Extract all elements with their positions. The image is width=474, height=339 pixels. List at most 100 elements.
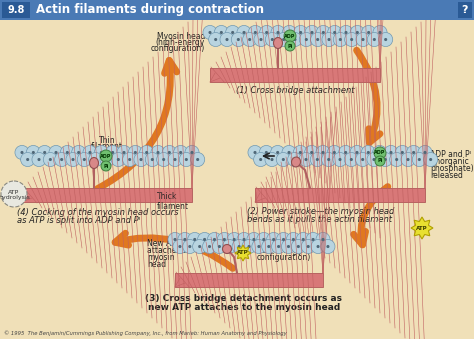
- Circle shape: [271, 158, 273, 161]
- Circle shape: [305, 38, 308, 41]
- FancyBboxPatch shape: [255, 154, 425, 158]
- Circle shape: [89, 153, 103, 166]
- Circle shape: [282, 145, 296, 160]
- Circle shape: [316, 233, 330, 246]
- Polygon shape: [235, 245, 251, 261]
- Text: configuration): configuration): [151, 44, 205, 53]
- Circle shape: [282, 239, 295, 254]
- Circle shape: [198, 245, 201, 248]
- Circle shape: [146, 153, 159, 166]
- FancyBboxPatch shape: [210, 68, 380, 82]
- Circle shape: [134, 151, 137, 154]
- Circle shape: [310, 33, 325, 46]
- Text: ATP: ATP: [9, 190, 19, 195]
- Circle shape: [254, 31, 257, 34]
- Circle shape: [293, 145, 307, 160]
- Circle shape: [232, 239, 246, 254]
- Circle shape: [283, 25, 296, 40]
- FancyBboxPatch shape: [22, 154, 192, 158]
- Circle shape: [188, 233, 202, 246]
- Text: bends as it pulls the actin filament: bends as it pulls the actin filament: [247, 215, 392, 224]
- FancyBboxPatch shape: [175, 273, 323, 287]
- Circle shape: [384, 38, 387, 41]
- Circle shape: [168, 151, 171, 154]
- Circle shape: [333, 31, 336, 34]
- Circle shape: [277, 245, 280, 248]
- Circle shape: [32, 151, 35, 154]
- Circle shape: [134, 153, 148, 166]
- Circle shape: [350, 25, 365, 40]
- Circle shape: [327, 145, 341, 160]
- Circle shape: [418, 158, 421, 161]
- Circle shape: [209, 33, 223, 46]
- Circle shape: [407, 145, 421, 160]
- Circle shape: [231, 33, 246, 46]
- Circle shape: [43, 153, 57, 166]
- Circle shape: [60, 145, 74, 160]
- Circle shape: [284, 30, 296, 42]
- Circle shape: [252, 239, 266, 254]
- Circle shape: [321, 239, 335, 254]
- Circle shape: [333, 151, 336, 154]
- Circle shape: [66, 153, 80, 166]
- Circle shape: [217, 233, 231, 246]
- Circle shape: [254, 153, 268, 166]
- Circle shape: [220, 33, 234, 46]
- Circle shape: [202, 239, 217, 254]
- Circle shape: [367, 151, 370, 154]
- Circle shape: [191, 153, 205, 166]
- Circle shape: [338, 145, 353, 160]
- Circle shape: [243, 31, 246, 34]
- Circle shape: [395, 145, 410, 160]
- Text: myosin: myosin: [147, 253, 174, 262]
- Circle shape: [237, 25, 251, 40]
- Text: Pi: Pi: [287, 43, 292, 48]
- Circle shape: [145, 151, 148, 154]
- Circle shape: [306, 233, 320, 246]
- Circle shape: [173, 158, 176, 161]
- Circle shape: [412, 151, 415, 154]
- Text: filament: filament: [91, 142, 123, 151]
- Circle shape: [339, 25, 353, 40]
- Circle shape: [267, 233, 281, 246]
- Circle shape: [316, 158, 319, 161]
- FancyBboxPatch shape: [210, 28, 380, 44]
- Text: Pi: Pi: [103, 163, 109, 168]
- Circle shape: [168, 153, 182, 166]
- Text: ATP: ATP: [237, 251, 249, 256]
- Circle shape: [262, 238, 265, 241]
- Circle shape: [271, 145, 285, 160]
- Text: configuration): configuration): [257, 253, 311, 262]
- Circle shape: [49, 158, 52, 161]
- Circle shape: [316, 38, 319, 41]
- Circle shape: [209, 31, 211, 34]
- Circle shape: [310, 31, 313, 34]
- Circle shape: [117, 145, 131, 160]
- Circle shape: [305, 25, 319, 40]
- Text: Thick
filament: Thick filament: [157, 192, 189, 212]
- Circle shape: [226, 25, 240, 40]
- Circle shape: [162, 158, 165, 161]
- Circle shape: [254, 33, 268, 46]
- Circle shape: [375, 156, 385, 166]
- Text: hydrolysis: hydrolysis: [0, 196, 30, 200]
- Circle shape: [192, 239, 207, 254]
- Circle shape: [55, 151, 57, 154]
- Circle shape: [262, 239, 276, 254]
- Text: 9.8: 9.8: [7, 5, 25, 15]
- Circle shape: [288, 33, 302, 46]
- Circle shape: [260, 25, 273, 40]
- Circle shape: [265, 153, 279, 166]
- Circle shape: [106, 145, 120, 160]
- Ellipse shape: [273, 38, 283, 48]
- Circle shape: [26, 145, 40, 160]
- Circle shape: [37, 158, 41, 161]
- Circle shape: [311, 238, 315, 241]
- Circle shape: [254, 151, 256, 154]
- Circle shape: [345, 33, 359, 46]
- Circle shape: [49, 145, 63, 160]
- Circle shape: [32, 153, 46, 166]
- Circle shape: [367, 31, 370, 34]
- Circle shape: [373, 145, 387, 160]
- Circle shape: [344, 153, 358, 166]
